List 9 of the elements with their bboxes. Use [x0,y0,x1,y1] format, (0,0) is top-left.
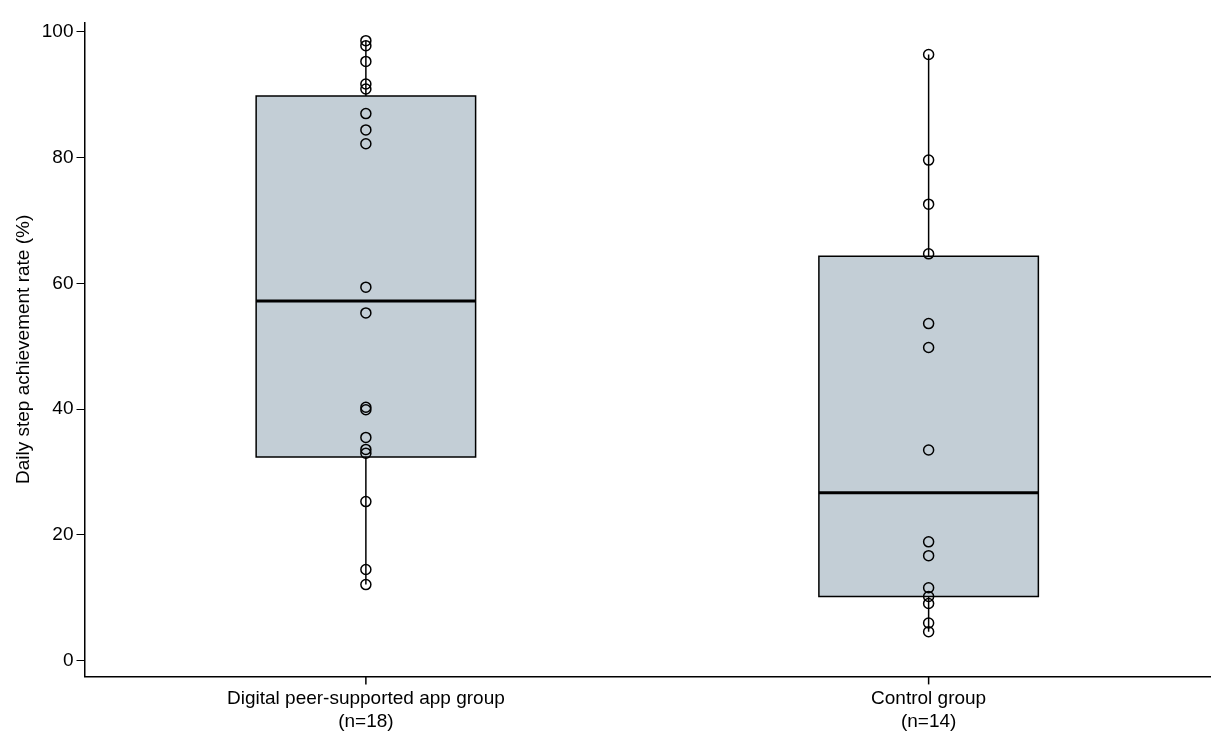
y-tick-label: 100 [41,20,74,42]
y-tick-label: 20 [52,523,74,545]
y-tick-label: 40 [52,397,74,419]
y-tick-label: 60 [52,271,74,293]
y-tick-label: 0 [62,648,74,670]
x-tick-label: Digital peer-supported app group (n=18) [226,687,505,731]
y-axis-title: Daily step achievement rate (%) [11,214,33,485]
x-tick-label: Control group (n=14) [871,687,987,731]
y-tick-label: 80 [52,145,74,167]
